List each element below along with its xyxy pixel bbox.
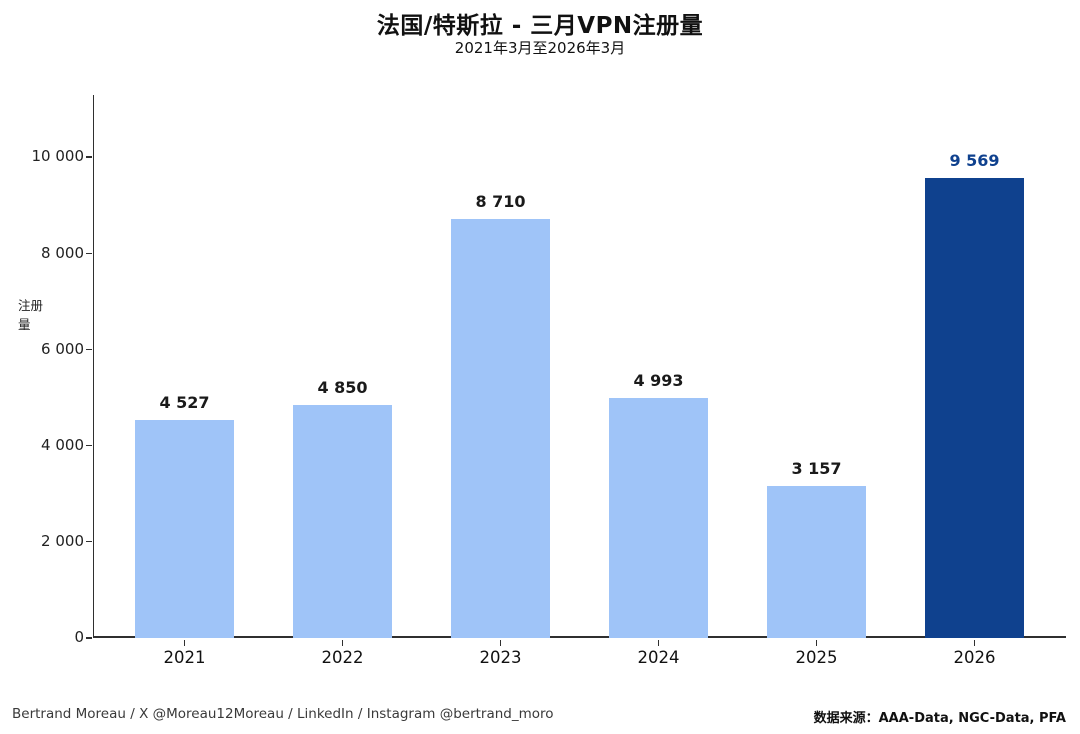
y-tick-mark	[86, 540, 92, 543]
data-source-value: AAA-Data, NGC-Data, PFA	[878, 711, 1066, 726]
x-tick-label-2025: 2025	[795, 648, 838, 667]
plot-area	[93, 95, 1066, 638]
data-source-label: 数据来源：	[813, 711, 879, 726]
bar-2024	[609, 398, 708, 638]
x-tick-mark	[499, 640, 502, 646]
x-tick-mark	[973, 640, 976, 646]
x-tick-label-2022: 2022	[321, 648, 364, 667]
x-tick-label-2026: 2026	[953, 648, 996, 667]
bar-value-label-2023: 8 710	[475, 192, 526, 212]
x-tick-mark	[657, 640, 660, 646]
y-tick-mark	[86, 444, 92, 447]
y-tick-label: 8 000	[41, 243, 84, 262]
x-tick-label-2024: 2024	[637, 648, 680, 667]
x-tick-mark	[341, 640, 344, 646]
x-tick-mark	[183, 640, 186, 646]
x-tick-label-2021: 2021	[163, 648, 206, 667]
bar-2021	[135, 420, 234, 638]
chart-subtitle: 2021年3月至2026年3月	[454, 39, 626, 57]
footer-data-source: 数据来源：AAA-Data, NGC-Data, PFA	[814, 707, 1066, 726]
y-tick-label: 10 000	[31, 147, 85, 166]
bar-value-label-2024: 4 993	[633, 371, 684, 391]
bar-2023	[451, 219, 550, 638]
x-tick-mark	[815, 640, 818, 646]
chart-title: 法国/特斯拉 - 三月VPN注册量	[376, 13, 704, 39]
bar-2022	[293, 404, 392, 638]
footer-author-credit: Bertrand Moreau / X @Moreau12Moreau / Li…	[12, 706, 554, 722]
bar-value-label-2021: 4 527	[159, 393, 210, 413]
y-axis-label: 注册量	[18, 298, 44, 332]
bar-value-label-2022: 4 850	[317, 377, 368, 397]
y-tick-mark	[86, 252, 92, 255]
bar-value-label-2025: 3 157	[791, 459, 842, 479]
y-tick-mark	[86, 348, 92, 351]
y-tick-mark	[86, 156, 92, 159]
y-tick-label: 0	[74, 628, 84, 646]
bar-2026	[925, 178, 1024, 638]
y-tick-label: 2 000	[41, 531, 84, 550]
bar-2025	[767, 486, 866, 638]
y-tick-label: 4 000	[41, 435, 84, 454]
x-tick-label-2023: 2023	[479, 648, 522, 667]
bar-value-label-2026: 9 569	[949, 151, 1000, 171]
y-tick-label: 6 000	[41, 339, 84, 358]
y-tick-mark	[86, 637, 92, 639]
